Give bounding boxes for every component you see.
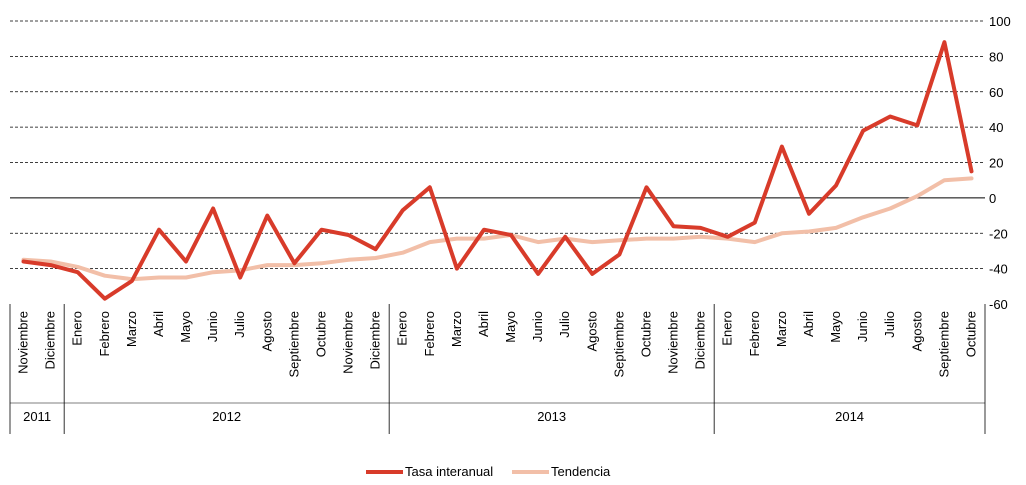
x-tick-label: Abril [801,311,816,337]
x-tick-label: Noviembre [16,311,31,374]
y-tick-label: 100 [989,14,1011,29]
x-tick-label: Septiembre [936,311,951,377]
y-tick-label: 20 [989,156,1003,171]
legend-label: Tendencia [551,464,611,479]
legend-label: Tasa interanual [405,464,493,479]
y-tick-label: -60 [989,297,1008,312]
x-tick-label: Julio [882,311,897,338]
x-tick-label: Octubre [313,311,328,357]
x-tick-label: Noviembre [666,311,681,374]
x-tick-label: Septiembre [611,311,626,377]
y-tick-label: 80 [989,49,1003,64]
x-tick-label: Febrero [747,311,762,357]
x-tick-label: Agosto [909,311,924,351]
year-label: 2013 [537,409,566,424]
series-lines [21,40,974,301]
year-label: 2012 [212,409,241,424]
y-tick-label: -40 [989,262,1008,277]
series-line-tendencia [21,176,974,282]
x-tick-label: Mayo [828,311,843,343]
x-tick-label: Diciembre [693,311,708,370]
x-tick-label: Marzo [449,311,464,347]
x-tick-label: Diciembre [43,311,58,370]
x-axis: Noviembre Diciembre Enero Febrero Marzo Abril… [9,304,986,434]
y-tick-label: -20 [989,226,1008,241]
x-tick-label: Agosto [259,311,274,351]
year-label: 2014 [835,409,864,424]
x-tick-label: Junio [855,311,870,342]
x-tick-label: Noviembre [341,311,356,374]
x-tick-label: Enero [70,311,85,346]
series-line-tasa-interanual [21,40,974,301]
x-tick-label: Abril [476,311,491,337]
x-tick-label: Marzo [774,311,789,347]
year-label: 2011 [23,409,51,424]
x-tick-label: Febrero [97,311,112,357]
x-tick-label: Marzo [124,311,139,347]
legend: Tasa interanual Tendencia [366,464,611,479]
x-tick-label: Julio [557,311,572,338]
x-tick-label: Diciembre [368,311,383,370]
y-tick-label: 60 [989,85,1003,100]
x-tick-label: Octubre [963,311,978,357]
x-tick-label: Junio [205,311,220,342]
x-tick-label: Abril [151,311,166,337]
x-tick-label: Enero [395,311,410,346]
y-tick-label: 0 [989,191,996,206]
x-tick-label: Febrero [422,311,437,357]
y-axis-ticks: 100 80 60 40 20 0 -20 -40 -60 [989,14,1011,312]
x-tick-label: Enero [720,311,735,346]
x-tick-label: Mayo [503,311,518,343]
x-tick-label: Octubre [638,311,653,357]
x-tick-label: Junio [530,311,545,342]
x-tick-label: Septiembre [286,311,301,377]
x-tick-label: Agosto [584,311,599,351]
x-tick-label: Julio [232,311,247,338]
y-tick-label: 40 [989,120,1003,135]
x-tick-label: Mayo [178,311,193,343]
